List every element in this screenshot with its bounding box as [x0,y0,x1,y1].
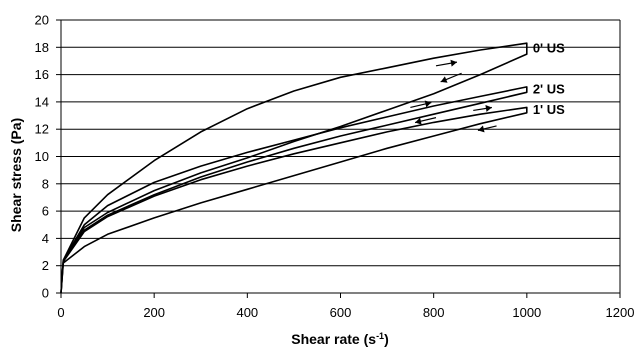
x-tick-label: 200 [143,305,165,320]
y-tick-label: 20 [35,13,49,28]
loop-label-2: 1' US [533,102,565,117]
loop-label-1: 2' US [533,82,565,97]
arrow-1-up-head [485,104,492,112]
x-tick-label: 800 [423,305,445,320]
arrows-layer [410,59,497,133]
loop-curve-0 [60,42,528,294]
x-tick-label: 600 [330,305,352,320]
x-tick-label: 1000 [512,305,541,320]
arrow-1-down-head [477,125,485,133]
x-tick-label: 1200 [606,305,635,320]
curves-layer [60,42,528,294]
x-tick-label: 400 [236,305,258,320]
y-tick-label: 6 [42,204,49,219]
y-tick-label: 0 [42,286,49,301]
arrow-0-down-head [440,76,448,83]
y-tick-label: 8 [42,176,49,191]
y-tick-label: 18 [35,40,49,55]
y-tick-label: 16 [35,67,49,82]
arrow-2-up-head [424,100,432,108]
arrow-0-up-head [450,59,457,67]
loop-curve-1 [60,86,528,294]
loop-curve-2 [60,106,528,294]
y-tick-label: 12 [35,122,49,137]
loop-label-0: 0' US [533,41,565,56]
y-tick-label: 2 [42,258,49,273]
y-tick-label: 4 [42,231,49,246]
y-axis-title: Shear stress (Pa) [8,118,24,232]
arrow-2-down-head [415,117,422,125]
x-axis-title-sup: -1 [376,331,384,341]
grid-layer [61,19,621,294]
y-tick-label: 14 [35,94,49,109]
y-tick-label: 10 [35,149,49,164]
x-axis-title: Shear rate (s-1) [291,331,389,347]
labels-layer: 0' US 2' US 1' US [533,41,565,117]
x-tick-label: 0 [57,305,64,320]
